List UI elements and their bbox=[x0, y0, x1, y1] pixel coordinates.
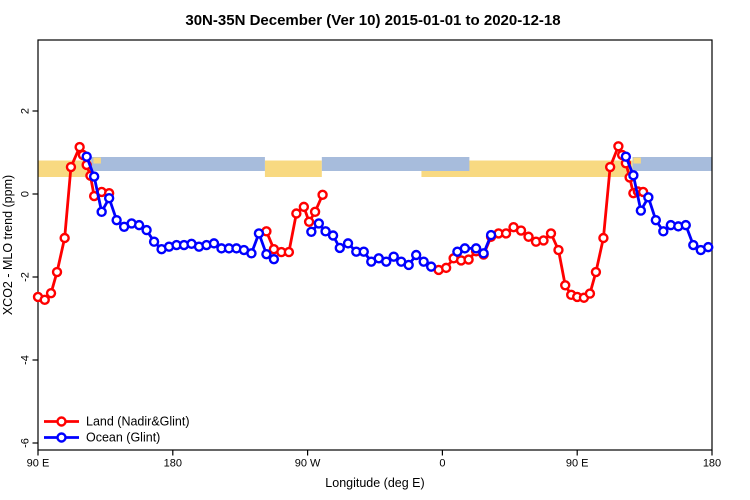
plot-border bbox=[37, 39, 713, 451]
data-point-land bbox=[65, 161, 77, 173]
y-tick-label: -6 bbox=[20, 438, 32, 448]
y-tick-label: -2 bbox=[20, 272, 32, 282]
data-point-ocean bbox=[103, 192, 115, 204]
legend: Land (Nadir&Glint) Ocean (Glint) bbox=[44, 415, 190, 445]
legend-label-ocean: Ocean (Glint) bbox=[86, 431, 160, 445]
band-segment-land bbox=[421, 160, 633, 177]
x-axis-label: Longitude (deg E) bbox=[325, 476, 424, 490]
data-point-land bbox=[590, 266, 602, 278]
data-point-land bbox=[538, 235, 549, 246]
x-tick-label: 180 bbox=[164, 458, 182, 470]
band-segment-ocean bbox=[321, 157, 470, 171]
data-point-land bbox=[553, 244, 564, 256]
x-tick-label: 90 E bbox=[27, 458, 50, 470]
data-point-ocean bbox=[96, 206, 107, 218]
data-point-land bbox=[500, 228, 512, 239]
data-point-ocean bbox=[403, 259, 414, 271]
data-point-ocean bbox=[650, 214, 662, 226]
data-point-ocean bbox=[478, 248, 489, 259]
data-point-ocean bbox=[320, 226, 331, 237]
data-point-ocean bbox=[88, 171, 100, 182]
data-point-ocean bbox=[306, 226, 317, 237]
data-point-ocean bbox=[268, 253, 280, 265]
x-tick-label: 180 bbox=[703, 458, 721, 470]
data-point-ocean bbox=[418, 256, 429, 267]
y-tick-label: 2 bbox=[20, 108, 32, 114]
data-point-ocean bbox=[313, 218, 325, 229]
band-segment-land bbox=[264, 160, 322, 177]
x-axis: 90 E 180 90 W 0 90 E 180 bbox=[27, 450, 721, 470]
data-point-land bbox=[584, 288, 596, 299]
data-point-land bbox=[545, 228, 557, 239]
data-point-ocean bbox=[342, 238, 354, 249]
data-point-land bbox=[598, 232, 609, 244]
data-point-ocean bbox=[459, 243, 471, 254]
y-axis: 2 0 -2 -4 -6 bbox=[20, 108, 38, 448]
y-tick-label: 0 bbox=[20, 191, 32, 197]
data-point-land bbox=[59, 232, 70, 244]
x-tick-label: 0 bbox=[439, 458, 445, 470]
data-point-land bbox=[440, 262, 452, 274]
data-point-land bbox=[515, 225, 527, 236]
data-point-land bbox=[613, 141, 624, 152]
data-point-ocean bbox=[410, 249, 422, 261]
data-point-ocean bbox=[111, 214, 122, 226]
data-point-land bbox=[317, 189, 328, 201]
data-point-ocean bbox=[680, 219, 691, 231]
data-point-ocean bbox=[628, 170, 639, 181]
y-axis-label: XCO2 - MLO trend (ppm) bbox=[1, 175, 15, 315]
data-point-ocean bbox=[658, 226, 669, 237]
legend-marker-land bbox=[56, 416, 67, 427]
data-point-ocean bbox=[358, 246, 369, 257]
ocean-series bbox=[81, 151, 714, 272]
chart-title: 30N-35N December (Ver 10) 2015-01-01 to … bbox=[185, 12, 560, 29]
data-point-ocean bbox=[334, 242, 346, 254]
data-point-land bbox=[309, 206, 321, 218]
legend-marker-ocean bbox=[56, 432, 67, 443]
data-point-land bbox=[523, 231, 534, 242]
data-point-ocean bbox=[327, 230, 339, 241]
legend-label-land: Land (Nadir&Glint) bbox=[86, 415, 190, 429]
data-point-ocean bbox=[643, 192, 654, 203]
band-segment-ocean bbox=[91, 157, 265, 171]
data-point-land bbox=[39, 294, 50, 306]
data-point-ocean bbox=[620, 151, 632, 162]
band-segment-ocean bbox=[632, 157, 712, 171]
data-point-land bbox=[291, 208, 302, 219]
data-series bbox=[32, 141, 714, 306]
band-island-speck bbox=[93, 157, 101, 164]
data-point-ocean bbox=[470, 243, 482, 254]
y-tick-label: -4 bbox=[20, 355, 32, 365]
data-point-ocean bbox=[133, 219, 145, 231]
data-point-land bbox=[283, 246, 295, 258]
data-point-ocean bbox=[381, 256, 392, 267]
data-point-ocean bbox=[635, 205, 647, 216]
band-island-speck bbox=[633, 157, 641, 164]
data-point-ocean bbox=[253, 228, 265, 239]
data-point-land bbox=[45, 287, 57, 299]
data-point-ocean bbox=[485, 229, 497, 241]
data-point-ocean bbox=[141, 224, 152, 236]
surface-band bbox=[38, 157, 712, 177]
data-point-land bbox=[463, 254, 474, 265]
x-tick-label: 90 W bbox=[295, 458, 321, 470]
data-point-ocean bbox=[688, 239, 699, 251]
data-point-ocean bbox=[261, 248, 272, 260]
data-point-ocean bbox=[148, 236, 160, 247]
data-point-ocean bbox=[388, 251, 399, 262]
data-point-land bbox=[298, 201, 310, 213]
data-point-land bbox=[51, 266, 63, 278]
data-point-ocean bbox=[246, 248, 257, 259]
data-point-ocean bbox=[703, 241, 714, 253]
data-point-land bbox=[303, 216, 315, 228]
data-point-land bbox=[560, 280, 571, 291]
x-tick-label: 90 E bbox=[566, 458, 589, 470]
data-point-ocean bbox=[208, 238, 220, 249]
data-point-ocean bbox=[81, 151, 92, 162]
data-point-land bbox=[604, 161, 616, 173]
data-point-ocean bbox=[425, 261, 437, 272]
band-segment-land bbox=[38, 160, 92, 177]
